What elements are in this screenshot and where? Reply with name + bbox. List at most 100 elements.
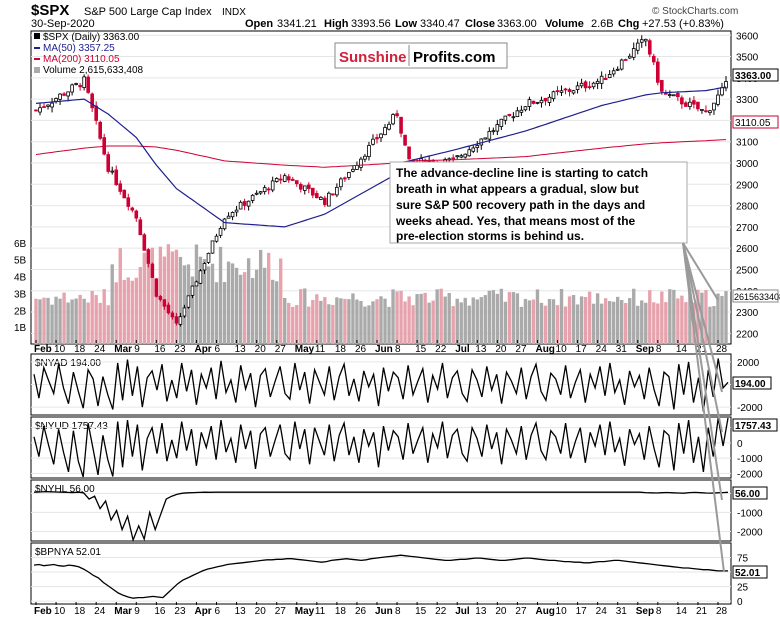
date-axis-top: Feb 10 18 24 Mar 9 16 23 Apr 6 13 20 27 May 11 18 26 Jun 8…: [34, 340, 728, 355]
volume-bar: [355, 299, 359, 344]
candle-body: [547, 96, 552, 103]
candle-body: [595, 80, 600, 84]
volume-bar: [559, 288, 564, 344]
date-tick-label: Apr: [194, 606, 211, 617]
volume-bar: [323, 297, 327, 344]
price-tick-label: 2900: [736, 180, 759, 191]
price-axis: 2200230024002500260027002800290030003100…: [736, 31, 759, 340]
volume-bar: [543, 305, 548, 344]
date-tick-label: 13: [475, 344, 487, 355]
candle-body: [110, 170, 115, 173]
candle-body: [680, 97, 684, 105]
candle-body: [142, 234, 147, 251]
volume-bar: [611, 301, 616, 344]
ma200-line: [35, 139, 727, 168]
candle-body: [483, 137, 488, 140]
volume-bar: [214, 282, 219, 344]
date-tick-label: 18: [74, 606, 86, 617]
date-tick-label: 24: [596, 344, 608, 355]
volume-bar: [271, 279, 275, 344]
nyad-panel: $NYAD 194.00 -200002000 194.00: [30, 353, 772, 416]
logo-part2: Profits.com: [413, 49, 496, 66]
candle-body: [379, 133, 383, 139]
candle-body: [587, 86, 592, 89]
volume-bar: [375, 299, 379, 344]
date-tick-label: Feb: [34, 606, 52, 617]
candle-body: [403, 134, 407, 146]
candle-body: [712, 102, 716, 111]
volume-bar: [126, 277, 130, 344]
volume-bar: [491, 290, 496, 344]
candle-body: [579, 82, 584, 87]
volume-axis: 1B 2B 3B 4B 5B 6B: [14, 239, 27, 334]
volume-bar: [114, 282, 118, 344]
volume-bar: [652, 302, 656, 344]
date-tick-label: 10: [556, 606, 568, 617]
candle-body: [38, 107, 42, 113]
candle-body: [676, 93, 680, 98]
volume-bar: [122, 280, 126, 344]
candle-body: [623, 59, 628, 61]
volume-bar: [54, 296, 58, 344]
volume-bar: [42, 297, 46, 344]
candle-body: [234, 209, 239, 213]
volume-bar: [379, 296, 383, 344]
volume-bar: [567, 296, 572, 344]
volume-bar: [327, 304, 331, 344]
volume-bar: [210, 263, 215, 344]
candle-body: [114, 169, 119, 186]
volume-bar: [575, 304, 580, 344]
candle-body: [704, 110, 708, 113]
candle-body: [246, 200, 251, 207]
candle-body: [551, 91, 556, 100]
logo-part1: Sunshine: [339, 49, 407, 66]
volume-bar: [555, 305, 560, 344]
candle-body: [46, 104, 50, 107]
date-tick-label: 28: [716, 344, 728, 355]
volume-tick-label: 6B: [14, 239, 27, 250]
date-tick-label: 10: [556, 344, 568, 355]
volume-bar: [238, 274, 243, 344]
candle-body: [523, 106, 528, 111]
candle-body: [511, 116, 516, 119]
date-tick-label: 13: [235, 606, 247, 617]
volume-bar: [170, 251, 175, 344]
chart-symbol: $SPX: [31, 2, 69, 19]
volume-bar: [198, 256, 203, 344]
panel-tick-label: -2000: [737, 403, 763, 414]
candle-body: [194, 281, 199, 287]
candle-body: [563, 88, 568, 91]
candle-body: [599, 75, 604, 84]
annotation-line-1: The advance-decline line is starting to …: [396, 166, 648, 180]
candle-body: [347, 171, 351, 178]
annotation-line-5: pre-election storms is behind us.: [396, 229, 584, 243]
volume-bar: [295, 305, 299, 344]
date-tick-label: Aug: [535, 606, 554, 617]
candle-body: [258, 191, 263, 194]
date-axis-bottom: Feb 10 18 24 Mar 9 16 23 Apr 6 13 20 27 May 11 18 26 Jun 8…: [34, 602, 728, 617]
date-tick-label: 27: [275, 606, 287, 617]
volume-bar: [98, 302, 102, 344]
volume-bar: [563, 306, 568, 344]
volume-bar: [275, 281, 279, 344]
candle-body: [507, 113, 512, 116]
price-tick-label: 3500: [736, 53, 759, 64]
price-tick-label: 3000: [736, 159, 759, 170]
candle-body: [371, 138, 375, 145]
candle-body: [86, 76, 90, 93]
volume-bar: [463, 297, 467, 344]
candle-body: [222, 218, 227, 230]
chart-date: 30-Sep-2020: [31, 18, 95, 30]
candle-body: [692, 100, 696, 105]
low-value: 3340.47: [420, 18, 460, 30]
date-tick-label: 11: [315, 606, 326, 617]
date-tick-label: 22: [435, 344, 447, 355]
price-tick-label: 2600: [736, 244, 759, 255]
candle-body: [387, 123, 391, 130]
candle-body: [250, 194, 255, 201]
candle-body: [451, 157, 456, 160]
nyud-tag-text: 1757.43: [735, 421, 772, 432]
candle-body: [395, 113, 399, 117]
candle-body: [298, 184, 303, 190]
